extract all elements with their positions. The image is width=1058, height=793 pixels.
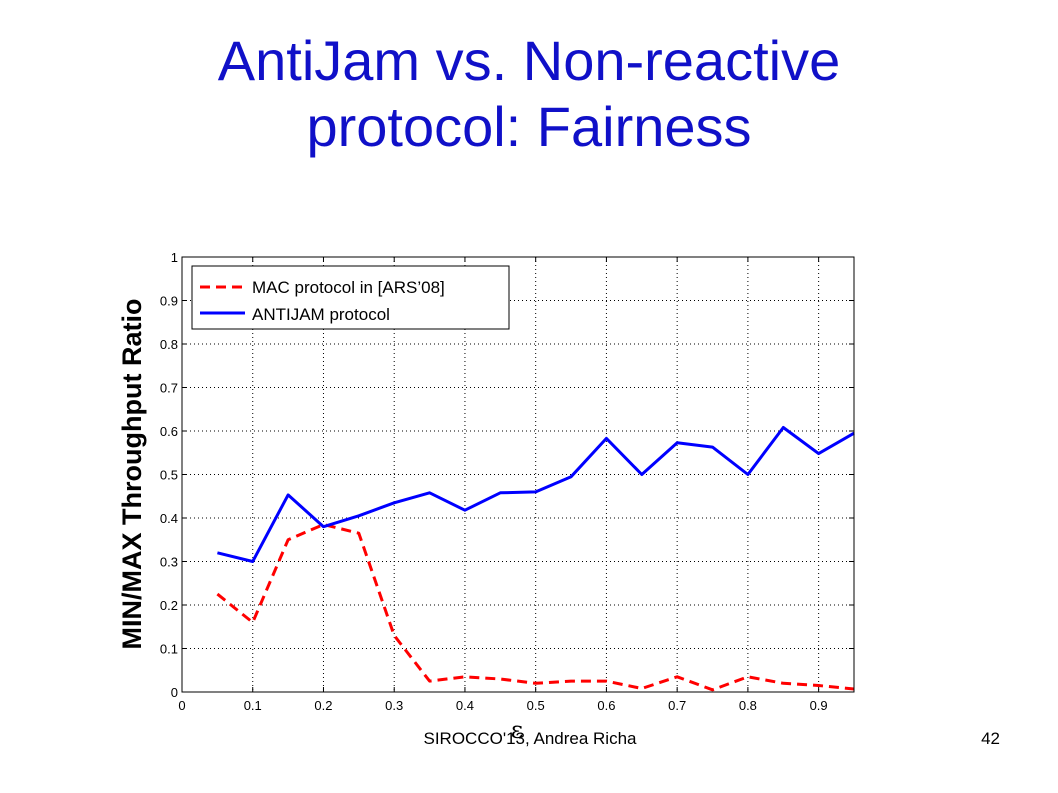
y-tick-label: 0.8 bbox=[160, 337, 178, 352]
y-axis-label: MIN/MAX Throughput Ratio bbox=[117, 299, 147, 650]
x-tick-label: 0.8 bbox=[739, 698, 757, 713]
y-tick-label: 0.7 bbox=[160, 381, 178, 396]
y-tick-label: 0.2 bbox=[160, 598, 178, 613]
x-tick-label: 0.1 bbox=[244, 698, 262, 713]
y-tick-label: 0.4 bbox=[160, 511, 178, 526]
x-tick-label: 0.2 bbox=[314, 698, 332, 713]
tick-layer: 0 0.1 0.2 0.3 0.4 0.5 0.6 0.7 0.8 0.9 0 0.1 0.2 0.3 0.… bbox=[160, 250, 854, 713]
chart-legend: MAC protocol in [ARS’08] ANTIJAM protoco… bbox=[191, 265, 510, 330]
y-tick-label: 0 bbox=[171, 685, 178, 700]
plot-frame bbox=[181, 256, 855, 693]
legend-label-mac: MAC protocol in [ARS’08] bbox=[252, 278, 445, 297]
y-tick-label: 0.3 bbox=[160, 555, 178, 570]
series-line-mac bbox=[216, 523, 855, 692]
page-number: 42 bbox=[981, 729, 1000, 748]
x-tick-label: 0.3 bbox=[385, 698, 403, 713]
series-line-antijam bbox=[217, 426, 855, 563]
y-tick-label: 0.9 bbox=[160, 294, 178, 309]
x-tick-label: 0.7 bbox=[668, 698, 686, 713]
x-tick-label: 0.6 bbox=[597, 698, 615, 713]
legend-box bbox=[191, 265, 510, 330]
slide-title: AntiJam vs. Non-reactive protocol: Fairn… bbox=[0, 28, 1058, 160]
y-tick-label: 0.1 bbox=[160, 642, 178, 657]
x-tick-label: 0.4 bbox=[456, 698, 474, 713]
legend-label-antijam: ANTIJAM protocol bbox=[252, 305, 390, 324]
y-tick-label: 1 bbox=[171, 250, 178, 265]
x-tick-label: 0.9 bbox=[810, 698, 828, 713]
series-layer bbox=[216, 426, 855, 692]
slide-title-line-1: AntiJam vs. Non-reactive bbox=[217, 29, 841, 92]
y-tick-label: 0.5 bbox=[160, 468, 178, 483]
x-axis-label: ε bbox=[511, 716, 523, 744]
slide-title-line-2: protocol: Fairness bbox=[306, 95, 752, 158]
y-tick-label: 0.6 bbox=[160, 424, 178, 439]
x-tick-label: 0 bbox=[178, 698, 185, 713]
x-tick-label: 0.5 bbox=[527, 698, 545, 713]
slide-footer: SIROCCO'13, Andrea Richa bbox=[423, 729, 637, 748]
